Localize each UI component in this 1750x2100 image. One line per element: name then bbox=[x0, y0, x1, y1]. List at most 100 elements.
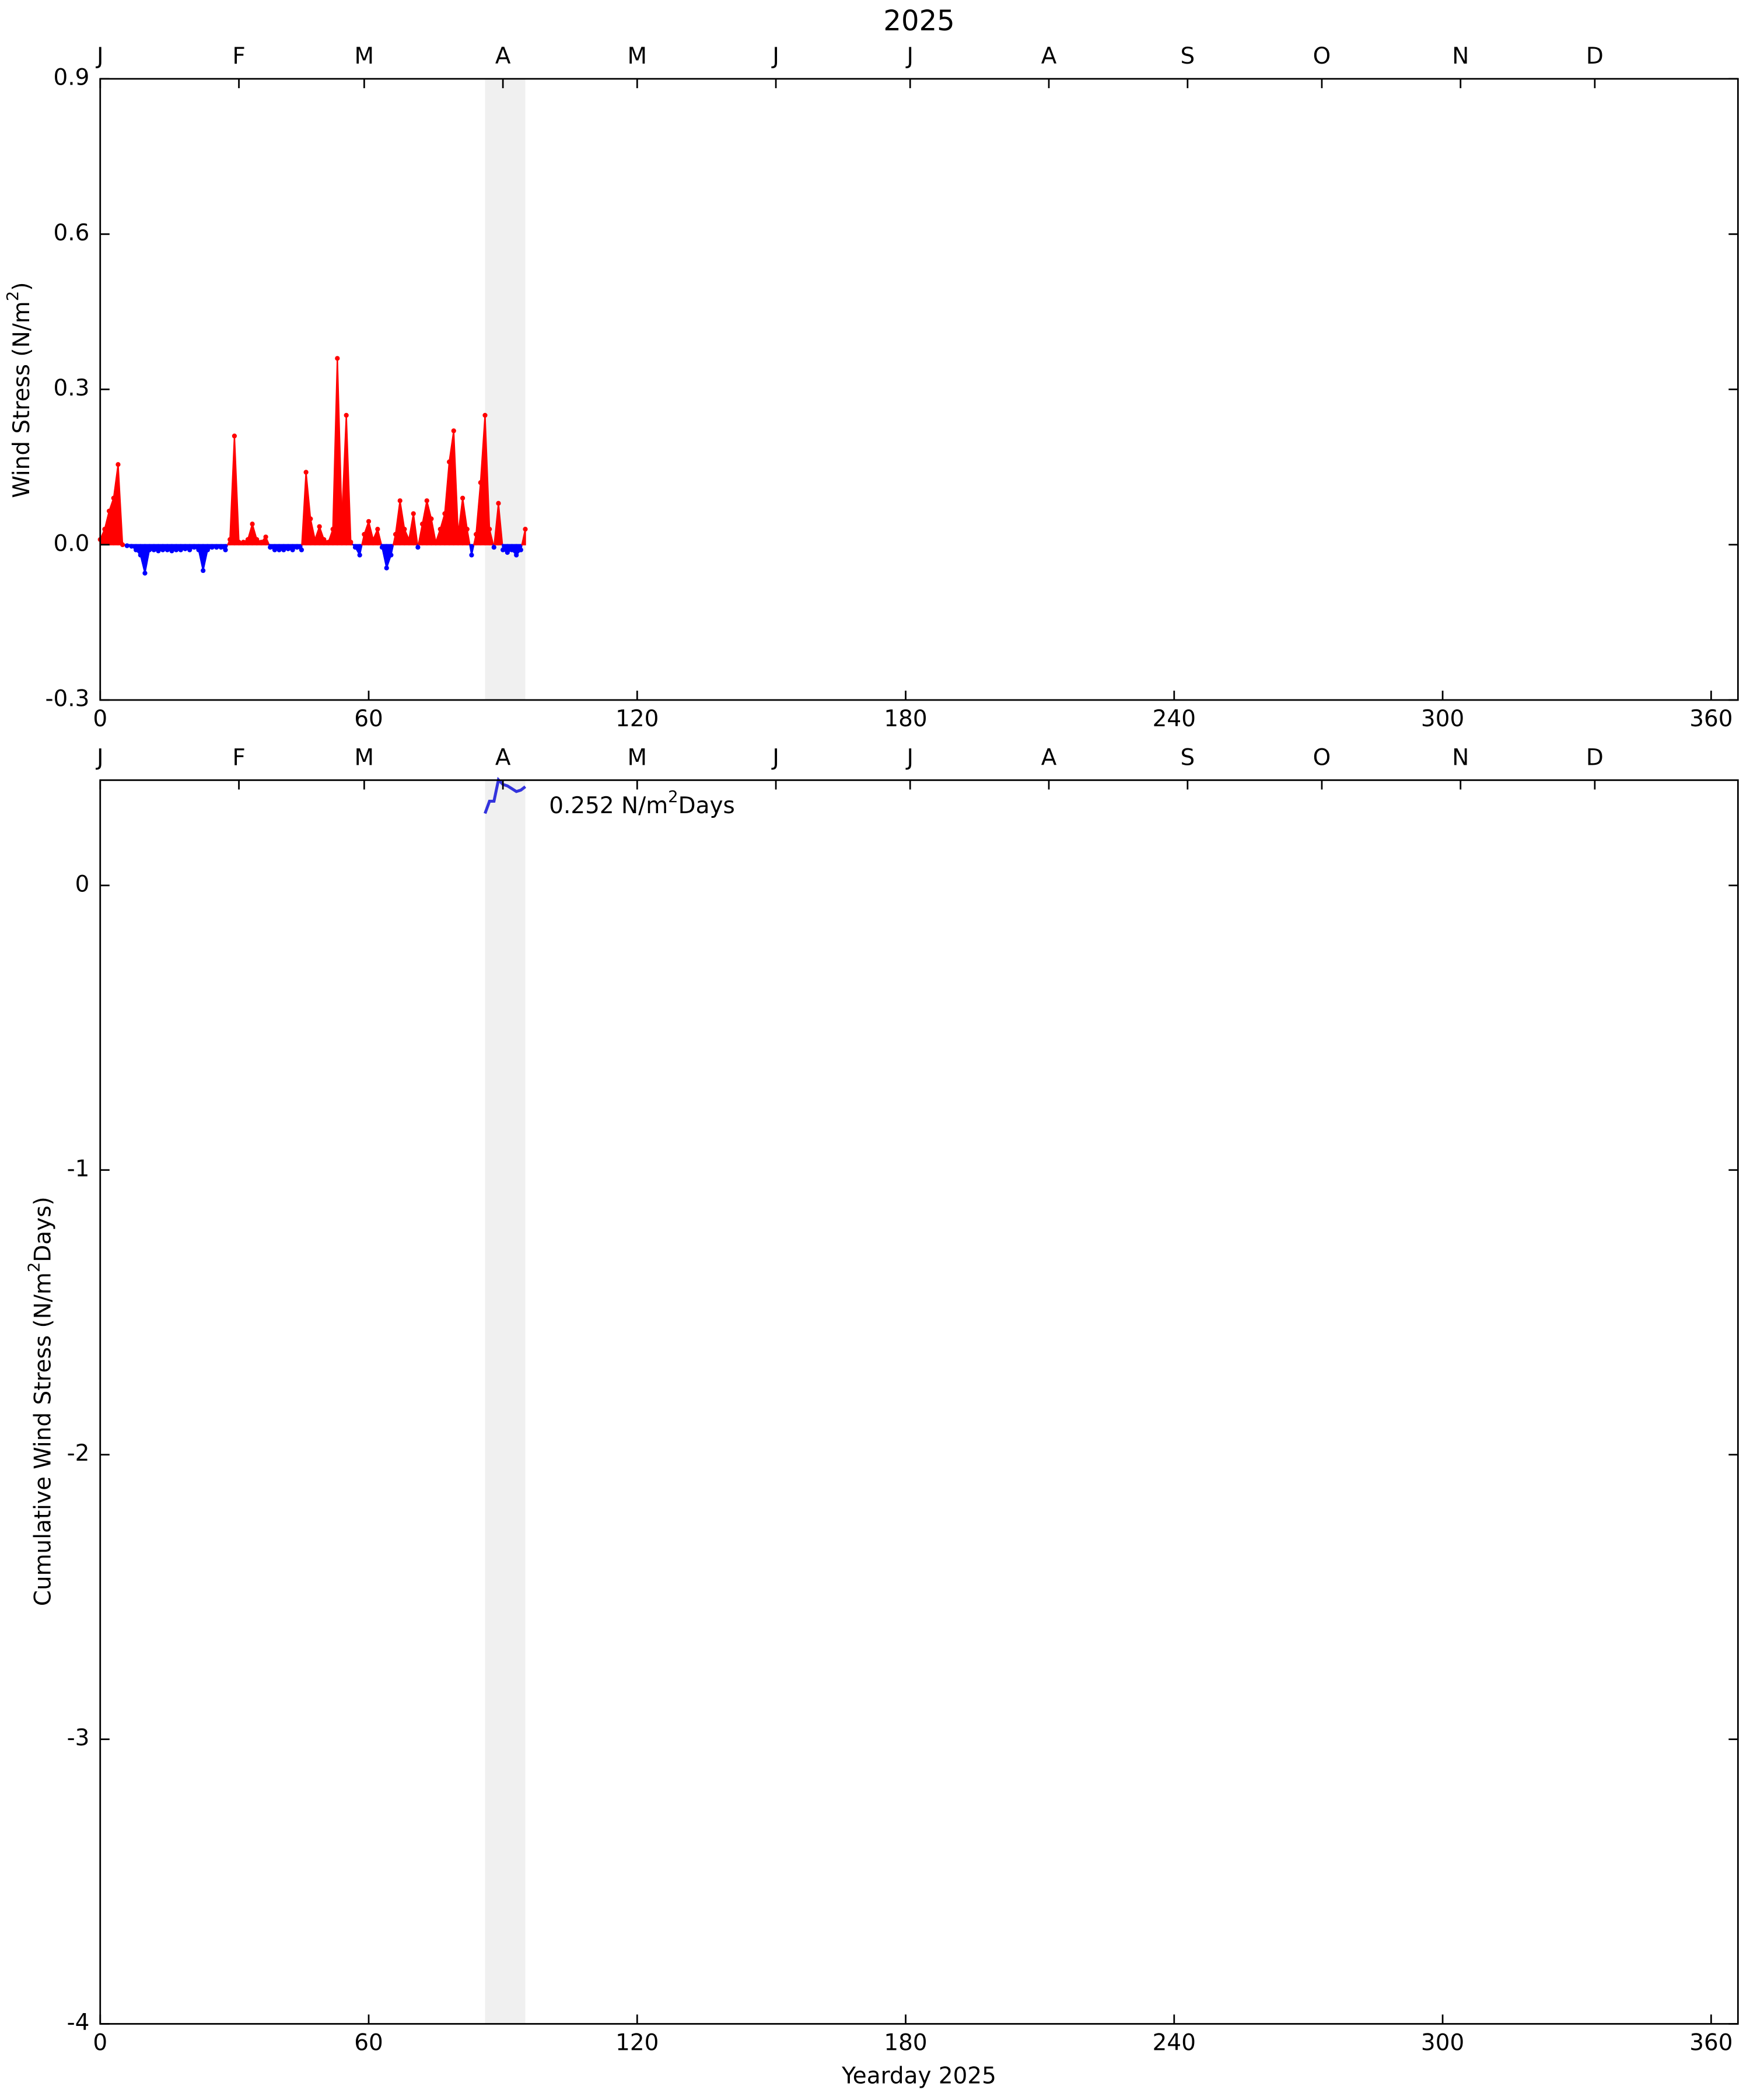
area-segment bbox=[521, 528, 526, 545]
point bbox=[308, 516, 313, 522]
point bbox=[474, 531, 479, 537]
y-tick-label: 0.9 bbox=[54, 65, 90, 91]
top-tick-label: O bbox=[1313, 744, 1331, 771]
point bbox=[205, 547, 210, 552]
point bbox=[393, 531, 398, 537]
point bbox=[330, 527, 335, 532]
point bbox=[102, 527, 107, 532]
point bbox=[366, 519, 372, 524]
point bbox=[348, 540, 354, 545]
x-tick-label: 0 bbox=[93, 2029, 107, 2056]
point bbox=[209, 545, 215, 550]
point bbox=[299, 547, 304, 552]
area-segment bbox=[498, 503, 503, 545]
x-tick-label: 360 bbox=[1689, 706, 1732, 732]
point bbox=[142, 570, 148, 576]
x-axis-label: Yearday 2025 bbox=[841, 2063, 996, 2090]
point bbox=[505, 550, 510, 555]
point bbox=[518, 547, 523, 552]
point bbox=[419, 522, 425, 527]
top-tick-label: O bbox=[1313, 43, 1331, 69]
point bbox=[223, 547, 228, 552]
top-tick-label: A bbox=[1041, 43, 1057, 69]
x-tick-label: 0 bbox=[93, 706, 107, 732]
y-tick-label: -4 bbox=[67, 2010, 90, 2036]
area-segment bbox=[372, 528, 379, 545]
annotation-part: 0.252 N/m bbox=[549, 793, 668, 819]
point bbox=[183, 546, 188, 552]
x-tick-label: 120 bbox=[615, 706, 659, 732]
point bbox=[402, 527, 407, 532]
top-tick-label: M bbox=[627, 43, 647, 69]
label-part: Days) bbox=[30, 1196, 56, 1262]
area-segment bbox=[412, 513, 419, 545]
point bbox=[375, 527, 380, 532]
y-tick-label: -3 bbox=[67, 1725, 90, 1751]
point bbox=[357, 552, 362, 558]
x-tick-label: 180 bbox=[884, 706, 927, 732]
x-tick-label: 300 bbox=[1421, 706, 1464, 732]
frame bbox=[99, 78, 1739, 701]
point bbox=[106, 508, 112, 514]
point bbox=[326, 540, 331, 545]
point bbox=[120, 542, 125, 547]
point bbox=[523, 527, 528, 532]
point bbox=[379, 545, 385, 550]
y-tick-label: 0.3 bbox=[54, 375, 90, 401]
top-tick-label: J bbox=[95, 43, 103, 69]
point bbox=[317, 524, 322, 529]
point bbox=[335, 356, 340, 361]
line bbox=[484, 776, 527, 814]
top-tick-label: M bbox=[355, 43, 374, 69]
area-segment bbox=[448, 430, 454, 545]
top-tick-label: J bbox=[771, 744, 779, 771]
annotation-part: Days bbox=[678, 793, 735, 819]
point bbox=[487, 527, 492, 532]
point bbox=[362, 531, 367, 537]
top-tick-label: F bbox=[232, 43, 245, 69]
y-axis-label: Cumulative Wind Stress (N/m2Days) bbox=[25, 1196, 57, 1606]
label-part: Cumulative Wind Stress (N/m bbox=[30, 1272, 56, 1606]
top-tick-label: D bbox=[1586, 744, 1604, 771]
point bbox=[285, 546, 291, 552]
point bbox=[384, 565, 389, 570]
top-tick-label: M bbox=[355, 744, 374, 771]
point bbox=[344, 412, 349, 418]
point bbox=[272, 547, 278, 552]
point bbox=[214, 545, 219, 550]
area-segment bbox=[488, 528, 495, 545]
x-tick-label: 240 bbox=[1153, 706, 1196, 732]
area-segment bbox=[471, 544, 475, 555]
point bbox=[138, 552, 143, 558]
point bbox=[429, 516, 434, 522]
area-segment bbox=[117, 464, 124, 545]
point bbox=[232, 433, 237, 439]
point bbox=[451, 428, 456, 433]
point bbox=[433, 540, 439, 545]
top-tick-label: J bbox=[95, 744, 103, 771]
top-tick-label: S bbox=[1180, 744, 1195, 771]
point bbox=[469, 552, 474, 558]
point bbox=[456, 531, 461, 537]
label-part: ) bbox=[8, 282, 34, 291]
point bbox=[446, 459, 452, 464]
area-segment bbox=[359, 544, 363, 555]
area-segment bbox=[332, 358, 338, 545]
point bbox=[496, 501, 501, 506]
y-tick-label: -1 bbox=[67, 1156, 90, 1182]
area-segment bbox=[318, 526, 325, 545]
y-tick-label: -2 bbox=[67, 1440, 90, 1466]
y-tick-label: 0 bbox=[75, 871, 90, 897]
point bbox=[442, 511, 447, 516]
point bbox=[415, 545, 421, 550]
area-segment bbox=[229, 436, 236, 545]
top-tick-label: J bbox=[905, 744, 913, 771]
point bbox=[339, 516, 345, 522]
area-segment bbox=[466, 528, 471, 545]
area-segment bbox=[233, 436, 240, 545]
area-segment bbox=[108, 498, 114, 545]
point bbox=[406, 537, 412, 542]
plot bbox=[484, 776, 527, 2024]
